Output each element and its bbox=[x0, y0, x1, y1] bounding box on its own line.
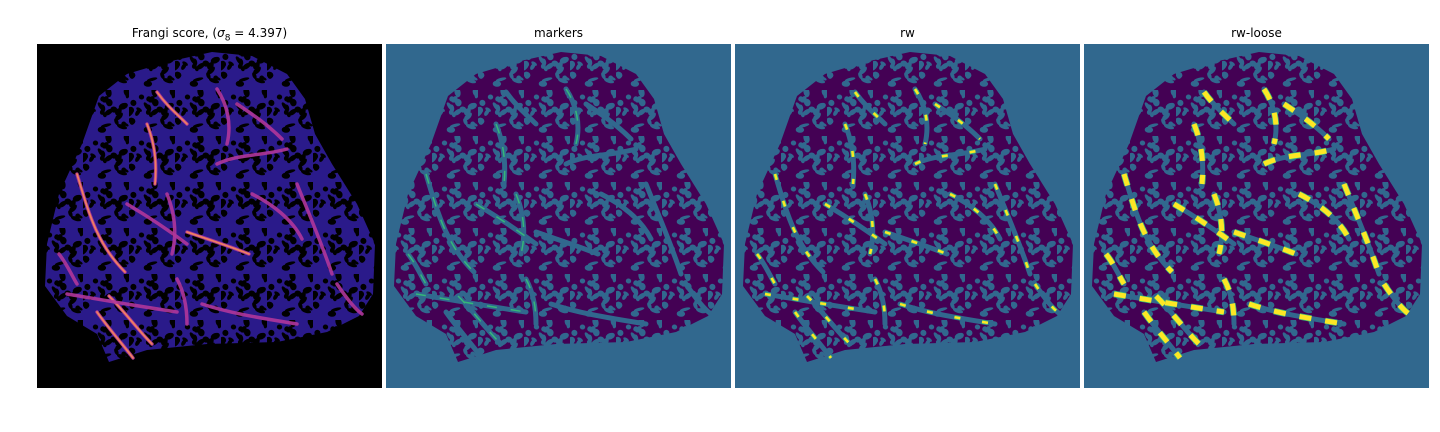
panel-title-rw: rw bbox=[735, 26, 1080, 40]
markers-image bbox=[386, 44, 731, 388]
panel-title-markers: markers bbox=[386, 26, 731, 40]
markers-image-panel bbox=[386, 44, 731, 388]
frangi-image-panel bbox=[37, 44, 382, 388]
rw-loose-image-panel bbox=[1084, 44, 1429, 388]
frangi-image bbox=[37, 44, 382, 388]
panel-title-frangi: Frangi score, (σ8 = 4.397) bbox=[37, 26, 382, 43]
rw-loose-image bbox=[1084, 44, 1429, 388]
rw-image-panel bbox=[735, 44, 1080, 388]
rw-image bbox=[735, 44, 1080, 388]
panel-title-rw-loose: rw-loose bbox=[1084, 26, 1429, 40]
